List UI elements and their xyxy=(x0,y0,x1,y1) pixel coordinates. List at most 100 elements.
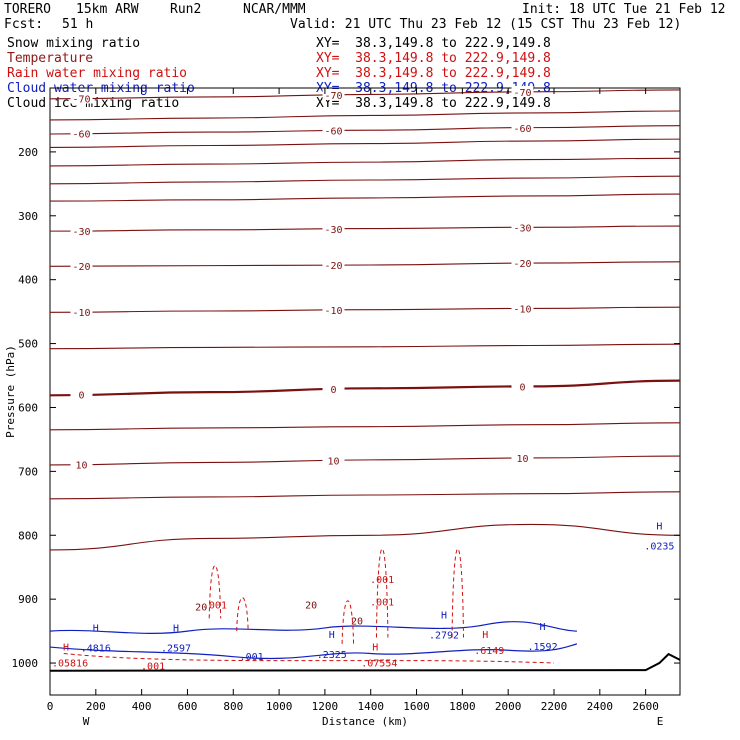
isotherm-label-bg xyxy=(70,260,93,272)
isotherm-label: 0 xyxy=(78,391,84,402)
isotherm-label-bg xyxy=(322,88,345,100)
y-tick-label: 600 xyxy=(18,401,38,414)
rain-label: .001 xyxy=(203,601,227,612)
isotherm-label: 20 xyxy=(195,603,207,614)
x-tick-label: 600 xyxy=(178,700,198,713)
isotherm-label-bg xyxy=(511,380,534,392)
rain-label: .001 xyxy=(141,661,165,672)
x-tick-label: 1400 xyxy=(357,700,384,713)
isotherm-label-bg xyxy=(70,224,93,236)
isotherm-label-bg xyxy=(70,92,93,104)
x-tick-label: 2200 xyxy=(541,700,568,713)
isotherm-label: -70 xyxy=(72,94,90,105)
y-tick-label: 500 xyxy=(18,338,38,351)
legend-name: Snow mixing ratio xyxy=(7,36,141,51)
isotherm-label-bg xyxy=(322,383,345,395)
isotherm-label: -30 xyxy=(324,225,342,236)
isotherm-label: -10 xyxy=(72,308,90,319)
isotherm-line xyxy=(49,125,681,135)
isotherm-label-bg xyxy=(511,121,534,133)
isotherm-line xyxy=(49,523,681,551)
legend-coords: XY= 38.3,149.8 to 222.9,149.8 xyxy=(316,36,551,51)
isotherm-label: -60 xyxy=(513,124,531,135)
isotherm-label-bg xyxy=(322,454,345,466)
cloud-water-max-mark: H xyxy=(441,611,447,622)
header-org: NCAR/MMM xyxy=(243,2,306,17)
cloud-water-max-value: .0235 xyxy=(644,541,674,552)
isotherm-line xyxy=(49,138,681,148)
rain-max-mark: H xyxy=(63,643,69,654)
rain-contour xyxy=(236,597,249,632)
isotherm-line xyxy=(49,157,681,167)
isotherm-label: 0 xyxy=(330,385,336,396)
isotherm-label-bg xyxy=(70,306,93,318)
header-model: TORERO xyxy=(4,2,51,17)
isotherm-label-bg xyxy=(322,304,345,316)
y-tick-label: 1000 xyxy=(12,657,39,670)
legend-name: Temperature xyxy=(7,51,94,66)
cloud-water-max-value: .4816 xyxy=(81,643,111,654)
isotherm-line xyxy=(49,422,681,431)
x-tick-label: 1000 xyxy=(266,700,293,713)
isotherm-line xyxy=(49,343,681,350)
plot-frame xyxy=(49,87,681,696)
rain-label: .001 xyxy=(370,575,394,586)
y-tick-label: 400 xyxy=(18,274,38,287)
y-tick-label: 900 xyxy=(18,593,38,606)
rain-max-mark: H xyxy=(372,643,378,654)
isotherm-line xyxy=(49,193,681,202)
cloud-water-max-mark: H xyxy=(329,630,335,641)
isotherm-label: -70 xyxy=(513,88,531,99)
isotherm-label: 20 xyxy=(351,617,363,628)
surface-line xyxy=(49,652,681,672)
header-run: Run2 xyxy=(170,2,202,17)
isotherm-line xyxy=(49,89,681,100)
cloud-water-max-value: .2792 xyxy=(429,631,459,642)
isotherm-label-bg xyxy=(322,259,345,271)
x-tick-label: 1800 xyxy=(449,700,476,713)
rain-contour xyxy=(63,652,555,664)
isotherm-label: 10 xyxy=(75,460,87,471)
x-tick-label: 2400 xyxy=(587,700,614,713)
legend-coords: XY= 38.3,149.8 to 222.9,149.8 xyxy=(316,51,551,66)
header-fcst-label: Fcst: xyxy=(4,17,44,32)
x-axis-label: Distance (km) xyxy=(322,715,408,728)
x-tick-label: 200 xyxy=(86,700,106,713)
isotherm-label: -30 xyxy=(72,227,90,238)
isotherm-label: -20 xyxy=(72,262,90,273)
isotherm-label-bg xyxy=(511,85,534,97)
isotherm-line xyxy=(49,110,681,121)
rain-max-value: .6149 xyxy=(474,646,504,657)
x-tick-label: 2000 xyxy=(495,700,522,713)
x-tick-label: 0 xyxy=(47,700,54,713)
isotherm-label: -10 xyxy=(513,305,531,316)
x-tick-label: 1600 xyxy=(403,700,430,713)
isotherm-line xyxy=(49,491,681,500)
cloud-water-max-value: .2597 xyxy=(161,643,191,654)
y-axis-label: Pressure (hPa) xyxy=(4,345,17,438)
cloud-water-label: .001 xyxy=(240,652,264,663)
isotherm-label: -10 xyxy=(324,306,342,317)
cloud-water-contour xyxy=(49,643,578,660)
isotherm-line xyxy=(49,225,681,232)
isotherm-label-bg xyxy=(70,127,93,139)
isotherm-label-bg xyxy=(511,302,534,314)
x-end-label-right: E xyxy=(657,715,664,728)
rain-contour xyxy=(375,548,389,638)
legend-name: Rain water mixing ratio xyxy=(7,66,188,81)
isotherm-label-bg xyxy=(70,388,93,400)
y-tick-label: 800 xyxy=(18,529,38,542)
x-end-label-left: W xyxy=(83,715,90,728)
isotherm-line xyxy=(49,306,681,313)
isotherm-label: -60 xyxy=(72,130,90,141)
rain-max-mark: H xyxy=(482,630,488,641)
rain-max-value: .05816 xyxy=(52,659,88,670)
x-tick-label: 2600 xyxy=(632,700,659,713)
y-tick-label: 700 xyxy=(18,465,38,478)
isotherm-label: -30 xyxy=(513,223,531,234)
isotherm-label: 0 xyxy=(519,382,525,393)
isotherm-line xyxy=(49,379,681,397)
legend-coords: XY= 38.3,149.8 to 222.9,149.8 xyxy=(316,96,551,111)
isotherm-label: -70 xyxy=(324,91,342,102)
